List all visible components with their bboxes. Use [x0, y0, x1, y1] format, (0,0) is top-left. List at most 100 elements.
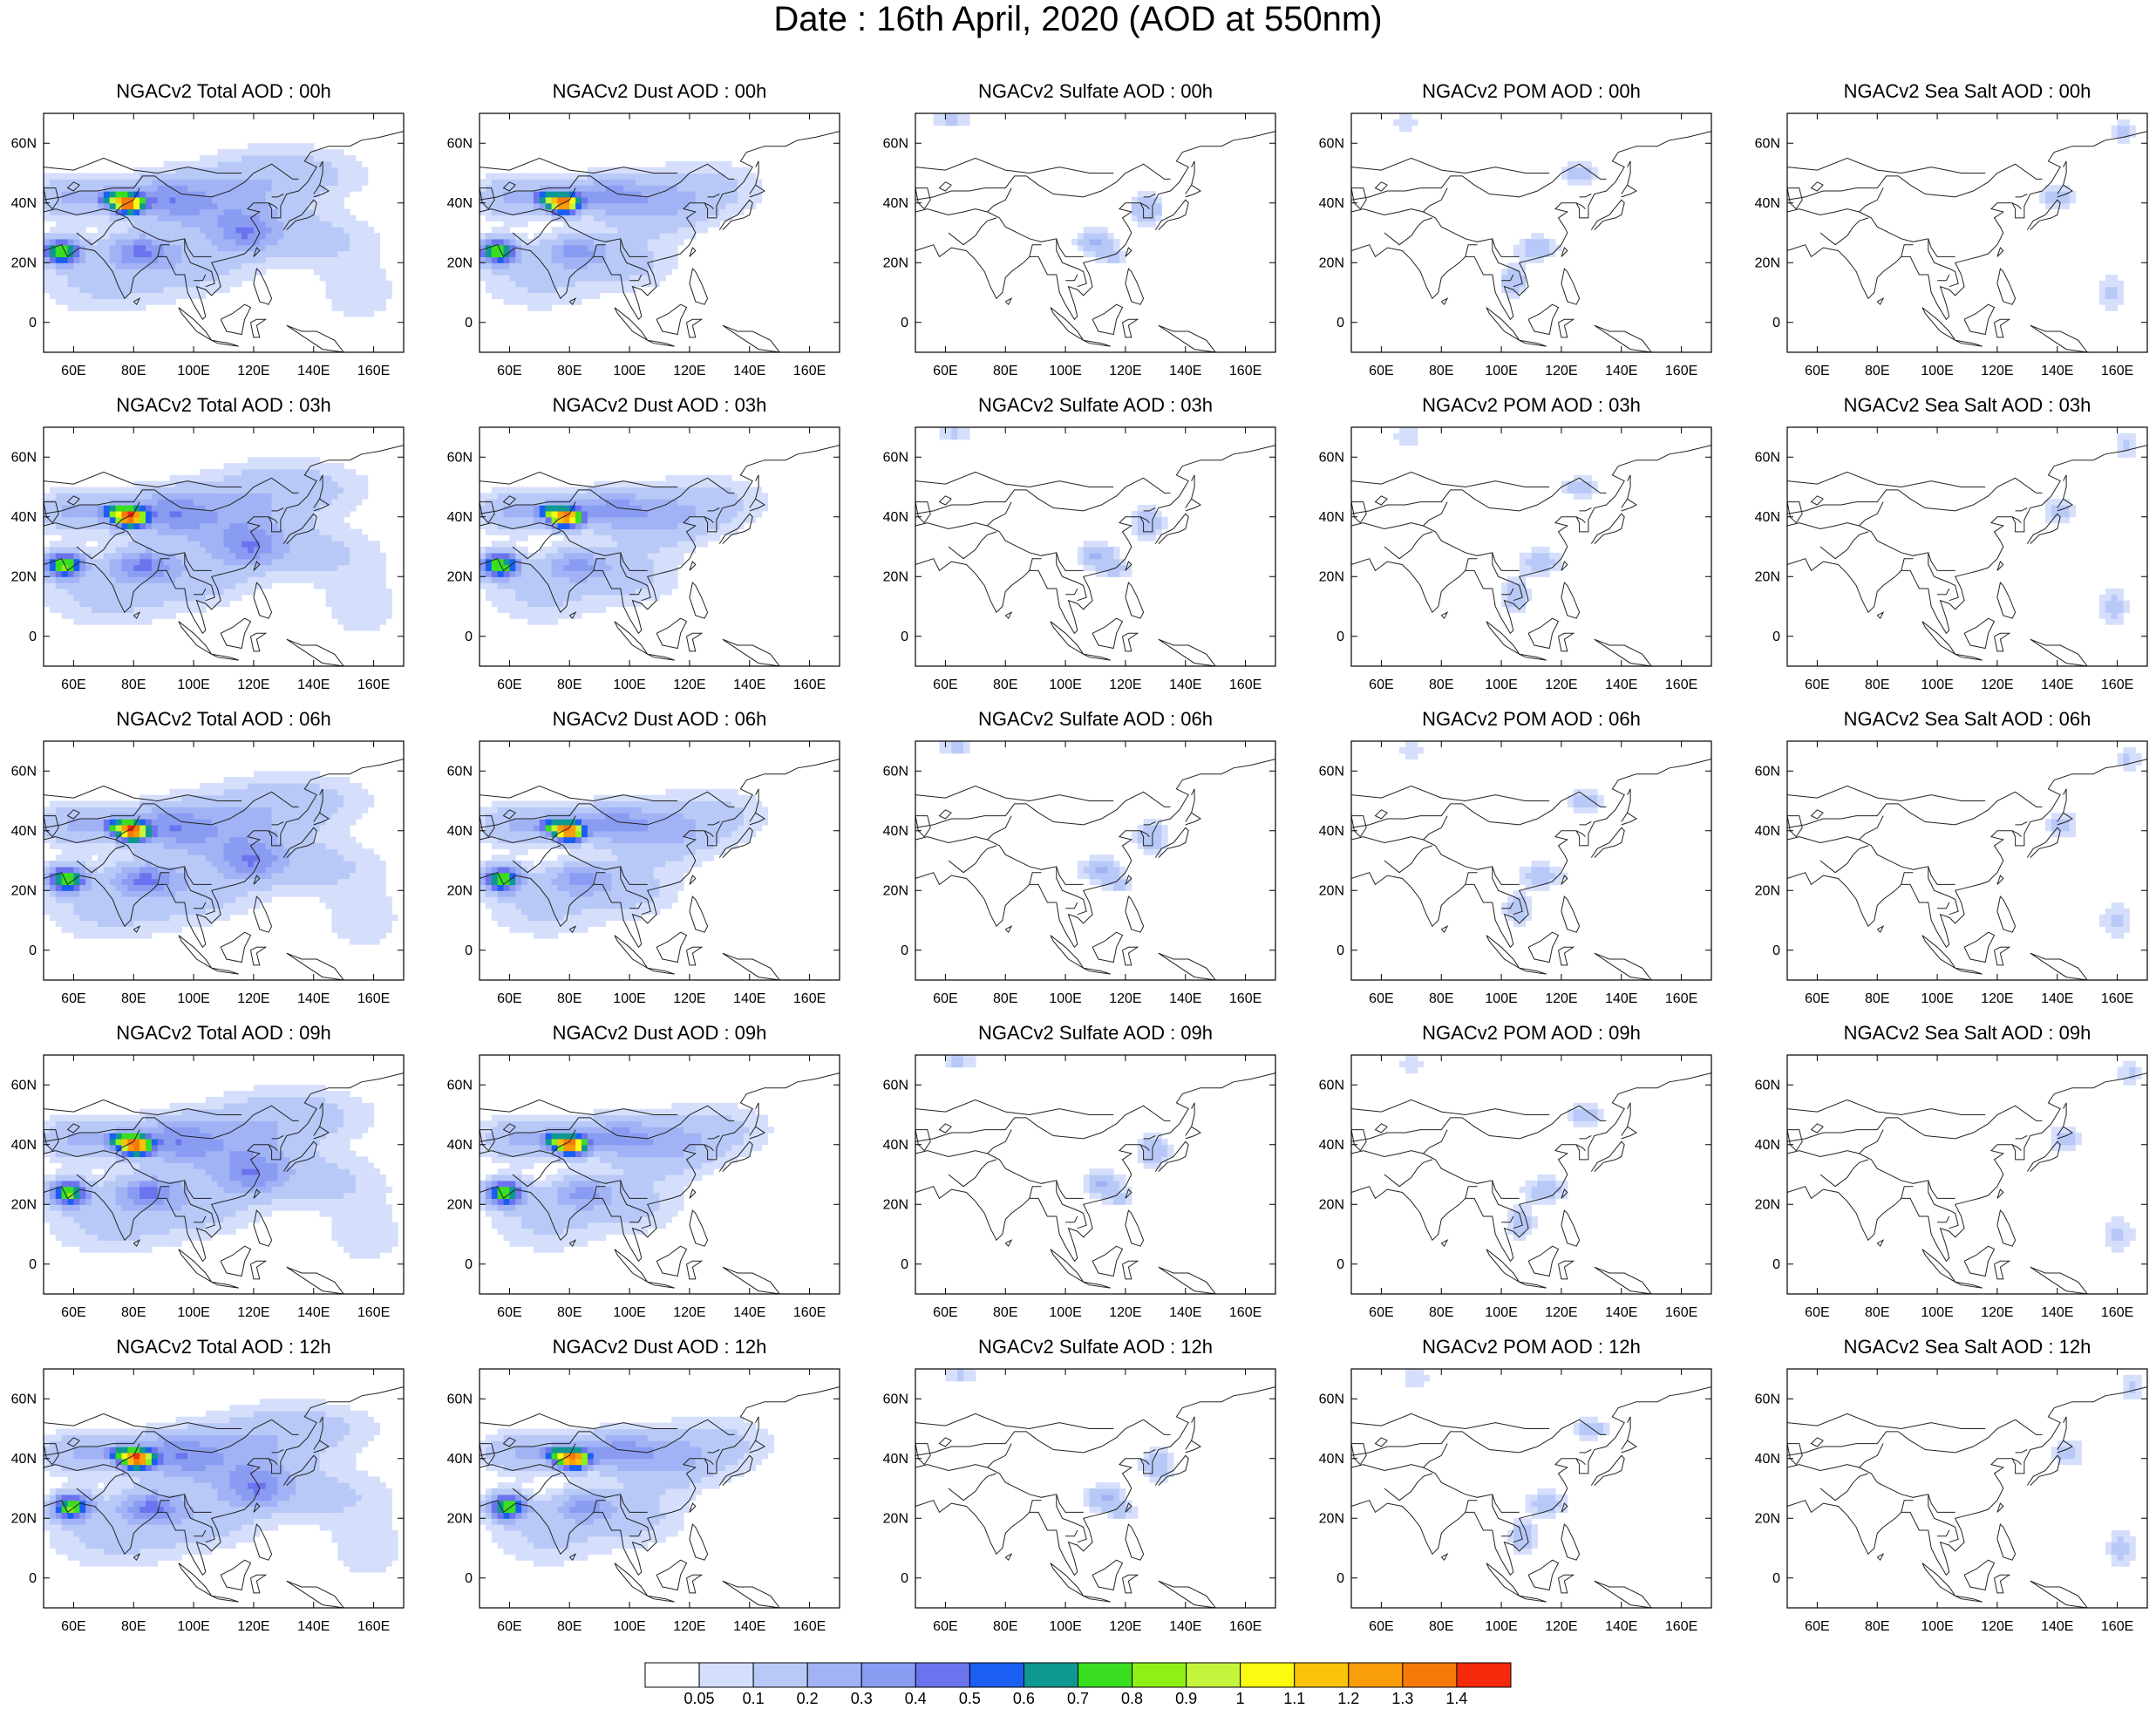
aod-cell	[1532, 565, 1538, 571]
aod-cell	[289, 239, 296, 245]
aod-cell	[575, 281, 582, 287]
aod-cell	[725, 174, 731, 180]
aod-cell	[654, 269, 660, 275]
aod-cell	[582, 553, 588, 559]
aod-cell	[515, 612, 521, 618]
aod-cell	[1155, 203, 1161, 209]
aod-cell	[272, 576, 278, 582]
aod-cell	[92, 534, 98, 541]
aod-cell	[331, 547, 337, 553]
aod-cell	[331, 275, 337, 281]
aod-cell	[569, 245, 575, 251]
aod-cell	[254, 262, 260, 269]
aod-cell	[702, 191, 708, 197]
aod-cell	[623, 541, 629, 547]
aod-cell	[642, 203, 648, 209]
aod-cell	[642, 251, 648, 257]
aod-cell	[504, 511, 510, 517]
aod-cell	[62, 582, 68, 589]
aod-cell	[289, 523, 296, 529]
aod-cell	[546, 547, 552, 553]
aod-cell	[690, 487, 696, 494]
aod-cell	[623, 559, 629, 565]
aod-cell	[343, 547, 350, 553]
aod-cell	[283, 245, 289, 251]
aod-cell	[194, 528, 200, 534]
aod-cell	[92, 304, 98, 310]
aod-cell	[509, 601, 515, 607]
aod-cell	[1520, 607, 1526, 613]
aod-cell	[569, 517, 575, 523]
aod-cell	[181, 227, 187, 233]
aod-cell	[582, 570, 588, 576]
aod-cell	[158, 185, 164, 191]
aod-cell	[563, 191, 569, 197]
aod-cell	[648, 251, 654, 257]
aod-cell	[629, 227, 636, 233]
aod-cell	[623, 499, 629, 505]
aod-cell	[498, 511, 504, 517]
aod-cell	[563, 227, 569, 233]
aod-cell	[152, 576, 158, 582]
aod-cell	[127, 251, 133, 257]
aod-cell	[1574, 179, 1580, 185]
aod-cell	[515, 293, 521, 299]
aod-cell	[229, 541, 235, 547]
aod-cell	[241, 559, 248, 565]
aod-cell	[302, 523, 308, 529]
coastline-path	[1901, 245, 1914, 257]
aod-cell	[152, 298, 158, 304]
coastline-path	[1812, 182, 1824, 191]
aod-cell	[133, 209, 139, 215]
aod-cell	[133, 203, 139, 209]
aod-cell	[248, 239, 254, 245]
aod-cell	[1132, 209, 1138, 215]
aod-cell	[314, 155, 320, 161]
aod-cell	[636, 565, 642, 571]
aod-cell	[1126, 570, 1132, 576]
aod-cell	[302, 499, 308, 505]
aod-cell	[337, 161, 343, 167]
aod-cell	[260, 239, 266, 245]
aod-cell	[606, 523, 612, 529]
aod-cell	[187, 239, 194, 245]
lon-tick-label: 100E	[177, 364, 209, 378]
aod-cell	[194, 214, 200, 221]
aod-cell	[283, 565, 289, 571]
aod-cell	[235, 481, 241, 487]
aod-cell	[139, 251, 146, 257]
aod-cell	[677, 239, 684, 245]
aod-cell	[104, 528, 110, 534]
coastline-path	[1051, 622, 1084, 655]
aod-cell	[79, 179, 85, 185]
aod-cell	[1574, 167, 1580, 174]
aod-cell	[260, 517, 266, 523]
aod-cell	[331, 227, 337, 233]
aod-cell	[277, 457, 283, 463]
aod-cell	[1532, 233, 1538, 239]
lon-tick-label: 80E	[557, 364, 582, 378]
aod-cell	[546, 191, 552, 197]
aod-cell	[719, 517, 725, 523]
aod-cell	[206, 534, 212, 541]
aod-cell	[254, 517, 260, 523]
aod-cell	[277, 227, 283, 233]
aod-cell	[1107, 256, 1113, 262]
aod-cell	[521, 269, 527, 275]
aod-cell	[582, 281, 588, 287]
aod-cell	[356, 298, 362, 304]
aod-cell	[600, 528, 606, 534]
aod-cell	[272, 233, 278, 239]
aod-cell	[283, 251, 289, 257]
aod-cell	[296, 251, 302, 257]
aod-cell	[133, 174, 139, 180]
aod-cell	[326, 269, 332, 275]
aod-cell	[343, 559, 350, 565]
aod-cell	[187, 209, 194, 215]
aod-cell	[110, 287, 116, 293]
coastline-path	[1159, 639, 1215, 666]
aod-cell	[266, 185, 272, 191]
aod-cell	[200, 493, 206, 499]
aod-cell	[356, 239, 362, 245]
aod-cell	[121, 251, 127, 257]
